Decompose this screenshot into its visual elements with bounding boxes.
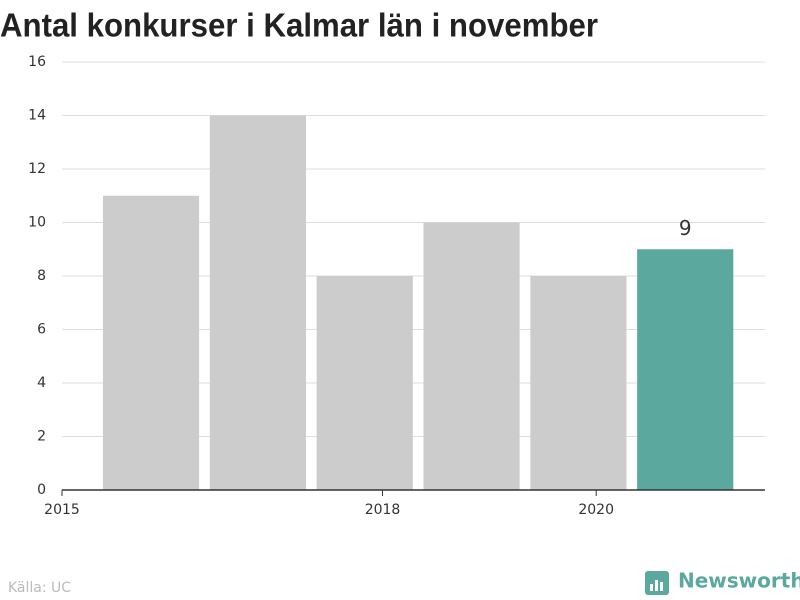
y-tick-label: 0 xyxy=(37,482,46,498)
logo-bar xyxy=(650,584,653,591)
y-tick-label: 6 xyxy=(37,322,46,338)
bar xyxy=(530,276,627,490)
bar xyxy=(423,222,520,490)
logo xyxy=(645,571,669,595)
y-tick-label: 4 xyxy=(37,375,46,391)
y-tick-label: 8 xyxy=(37,268,46,284)
logo-bar xyxy=(660,582,663,591)
bar xyxy=(316,276,413,490)
bar xyxy=(102,195,200,490)
y-tick-label: 12 xyxy=(28,161,46,177)
y-tick-label: 16 xyxy=(28,54,46,70)
brand: Newsworthy xyxy=(678,569,800,593)
source: Källa: UC xyxy=(8,580,71,596)
logo-bar xyxy=(655,580,658,591)
bar xyxy=(209,115,306,490)
chart-title: Antal konkurser i Kalmar län i november xyxy=(0,7,598,44)
y-tick-label: 14 xyxy=(28,108,46,124)
x-tick-label: 2015 xyxy=(44,502,80,518)
x-tick-label: 2018 xyxy=(365,502,401,518)
x-tick-label: 2020 xyxy=(578,502,614,518)
bar xyxy=(637,249,734,490)
value-label: 9 xyxy=(679,216,692,240)
y-tick-label: 10 xyxy=(28,215,46,231)
y-tick-label: 2 xyxy=(37,429,46,445)
